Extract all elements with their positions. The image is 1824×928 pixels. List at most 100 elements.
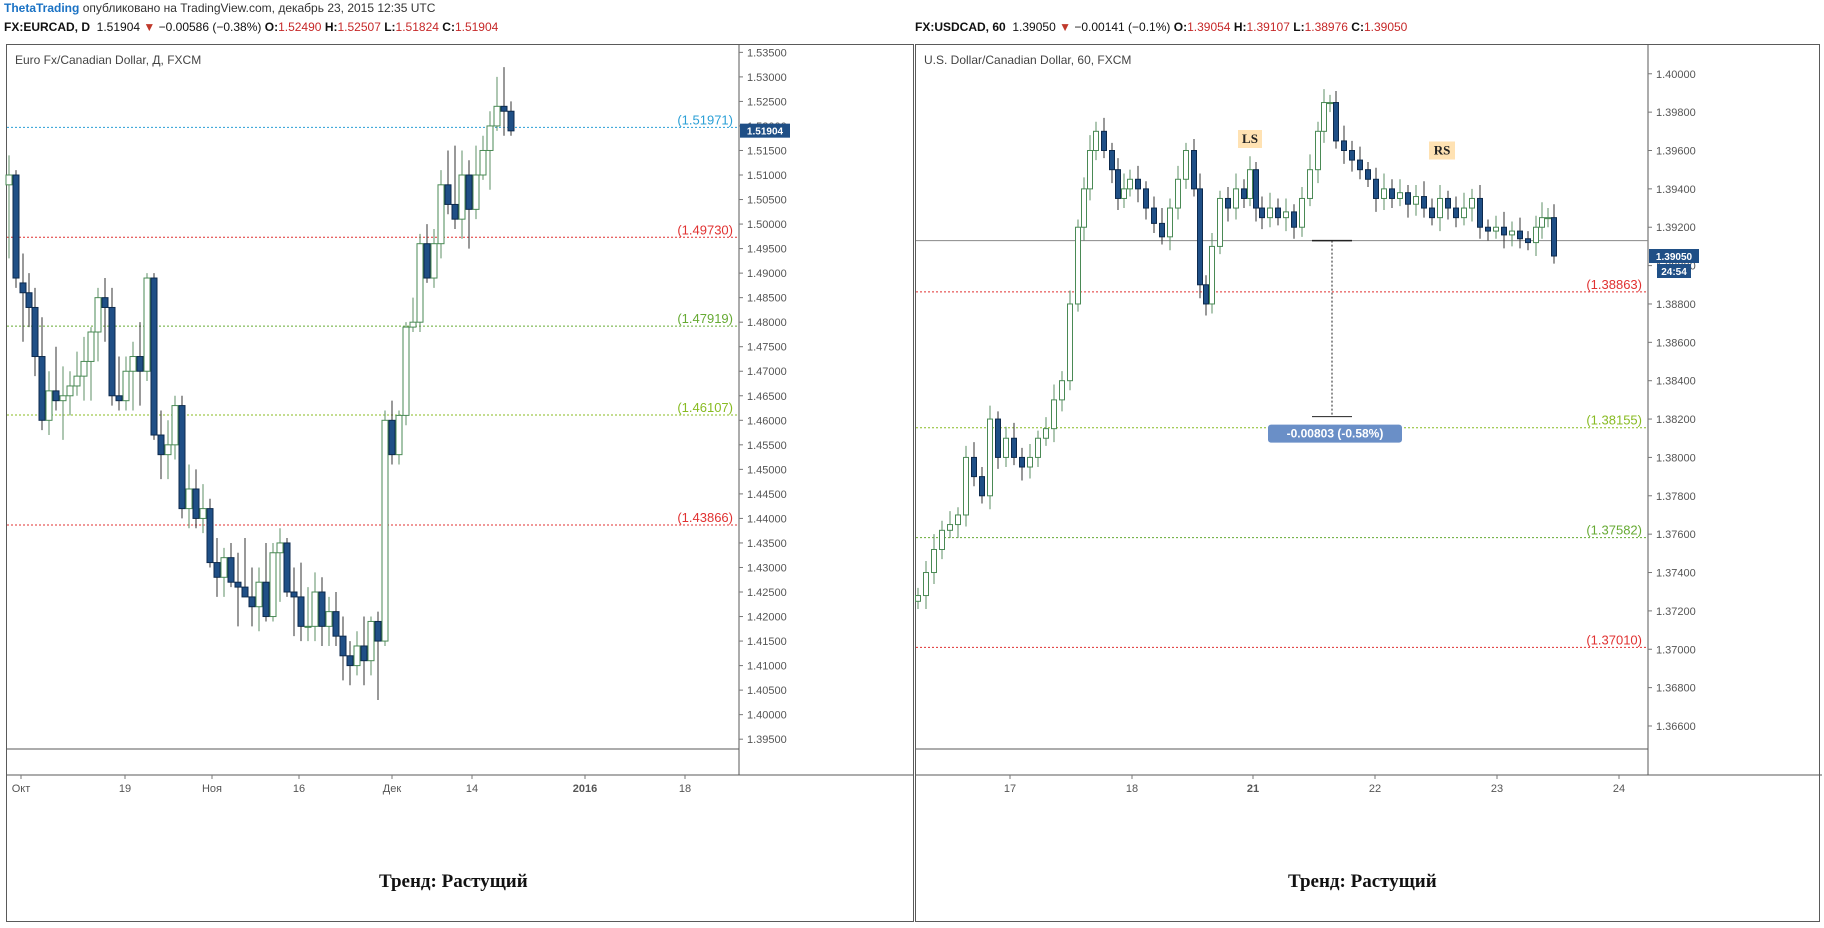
right-candle-body[interactable] <box>939 529 945 551</box>
left-candle-body[interactable] <box>374 620 382 642</box>
right-candle-body[interactable] <box>1365 169 1371 180</box>
right-candle-body[interactable] <box>1485 226 1491 232</box>
left-candle-body[interactable] <box>136 356 144 372</box>
right-candle-body[interactable] <box>1283 211 1289 219</box>
right-candle-body[interactable] <box>1135 178 1141 190</box>
left-candle-body[interactable] <box>192 488 200 519</box>
left-candle-body[interactable] <box>500 105 508 112</box>
left-candle-body[interactable] <box>171 405 179 446</box>
right-candle-body[interactable] <box>1477 197 1483 228</box>
right-candle-body[interactable] <box>1299 197 1305 228</box>
left-candle-body[interactable] <box>458 174 466 220</box>
right-candle-body[interactable] <box>955 514 961 526</box>
right-candle-body[interactable] <box>1545 217 1551 220</box>
left-candle-body[interactable] <box>38 356 46 421</box>
left-candle-body[interactable] <box>297 596 305 627</box>
left-symbol[interactable]: FX:EURCAD, D <box>4 20 90 34</box>
right-candle-body[interactable] <box>1003 437 1009 458</box>
right-candle-body[interactable] <box>915 595 921 602</box>
left-candle-body[interactable] <box>430 243 438 279</box>
right-candle-body[interactable] <box>1291 211 1297 228</box>
left-candle-body[interactable] <box>381 419 389 642</box>
right-candle-body[interactable] <box>923 572 929 597</box>
left-candle-body[interactable] <box>276 542 284 554</box>
right-candle-body[interactable] <box>1035 437 1041 458</box>
right-candle-body[interactable] <box>1275 207 1281 219</box>
right-candle-body[interactable] <box>1315 130 1321 171</box>
right-candle-body[interactable] <box>1525 238 1531 244</box>
right-chart-panel[interactable]: U.S. Dollar/Canadian Dollar, 60, FXCM 1.… <box>915 44 1822 922</box>
right-candle-body[interactable] <box>1373 178 1379 199</box>
left-candle-body[interactable] <box>486 125 494 151</box>
left-candle-body[interactable] <box>150 277 158 436</box>
left-candle-body[interactable] <box>437 184 445 245</box>
right-candle-body[interactable] <box>1551 217 1557 257</box>
left-candle-body[interactable] <box>465 174 473 210</box>
left-candle-body[interactable] <box>241 586 249 598</box>
left-candle-body[interactable] <box>318 591 326 627</box>
right-candle-body[interactable] <box>1059 380 1065 401</box>
right-candle-body[interactable] <box>1081 188 1087 228</box>
right-symbol[interactable]: FX:USDCAD, 60 <box>915 20 1006 34</box>
right-candle-body[interactable] <box>1349 150 1355 161</box>
right-candle-body[interactable] <box>1539 217 1545 228</box>
right-candle-body[interactable] <box>947 524 953 531</box>
left-candle-body[interactable] <box>52 390 60 402</box>
right-candle-body[interactable] <box>1121 188 1127 199</box>
left-candle-body[interactable] <box>388 419 396 456</box>
right-candle-body[interactable] <box>971 456 977 478</box>
left-candle-body[interactable] <box>122 370 130 402</box>
right-candle-body[interactable] <box>1209 245 1215 305</box>
left-candle-body[interactable] <box>283 542 291 593</box>
right-candle-body[interactable] <box>1127 178 1133 190</box>
right-candle-body[interactable] <box>1517 230 1523 240</box>
left-candle-body[interactable] <box>255 581 263 608</box>
left-candle-body[interactable] <box>395 414 403 456</box>
right-candle-body[interactable] <box>1191 150 1197 190</box>
left-candle-body[interactable] <box>479 149 487 176</box>
right-candle-body[interactable] <box>987 418 993 497</box>
left-candle-body[interactable] <box>423 243 431 279</box>
left-candle-body[interactable] <box>213 562 221 578</box>
left-candle-body[interactable] <box>360 645 368 662</box>
right-candle-body[interactable] <box>1437 197 1443 219</box>
right-candle-body[interactable] <box>1197 188 1203 286</box>
right-candle-body[interactable] <box>1461 207 1467 219</box>
left-candle-body[interactable] <box>339 635 347 657</box>
left-candle-body[interactable] <box>346 655 354 667</box>
left-candle-body[interactable] <box>87 331 95 362</box>
left-candle-body[interactable] <box>227 557 235 583</box>
right-candle-body[interactable] <box>1075 226 1081 305</box>
author-link[interactable]: ThetaTrading <box>4 1 80 15</box>
left-candle-body[interactable] <box>325 611 333 627</box>
right-candle-body[interactable] <box>1445 197 1451 209</box>
right-candle-body[interactable] <box>1143 188 1149 209</box>
left-candle-body[interactable] <box>353 645 361 667</box>
right-candle-body[interactable] <box>1241 188 1247 199</box>
left-candle-body[interactable] <box>45 390 53 421</box>
left-candle-body[interactable] <box>73 375 81 387</box>
left-candle-body[interactable] <box>262 581 270 618</box>
left-candle-body[interactable] <box>164 444 172 456</box>
left-candle-body[interactable] <box>185 488 193 510</box>
right-candle-body[interactable] <box>995 418 1001 458</box>
left-candle-body[interactable] <box>157 434 165 456</box>
left-candle-body[interactable] <box>290 591 298 598</box>
right-candle-body[interactable] <box>1217 197 1223 247</box>
right-candle-body[interactable] <box>1101 130 1107 152</box>
left-candle-body[interactable] <box>311 591 319 627</box>
right-candle-body[interactable] <box>1043 428 1049 439</box>
right-candle-body[interactable] <box>1225 197 1231 209</box>
right-candle-body[interactable] <box>1233 188 1239 209</box>
left-candle-body[interactable] <box>101 297 109 308</box>
right-candle-body[interactable] <box>1307 169 1313 199</box>
right-candle-body[interactable] <box>1509 230 1515 236</box>
left-candle-body[interactable] <box>206 508 214 564</box>
left-candle-body[interactable] <box>199 508 207 519</box>
right-candle-body[interactable] <box>979 476 985 497</box>
right-candle-body[interactable] <box>1247 169 1253 199</box>
left-candle-body[interactable] <box>507 110 515 132</box>
right-candle-body[interactable] <box>1115 169 1121 199</box>
right-candle-body[interactable] <box>1341 140 1347 152</box>
right-candle-body[interactable] <box>1267 207 1273 219</box>
